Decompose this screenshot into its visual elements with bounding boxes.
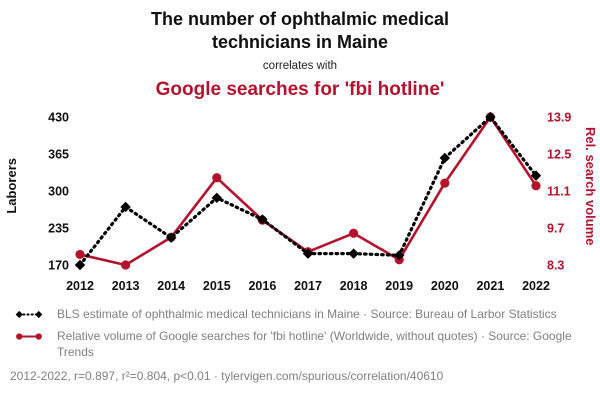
right-tick-label: 9.7 — [547, 222, 564, 236]
x-tick-label: 2012 — [66, 279, 94, 293]
diamond-marker — [348, 248, 359, 259]
circle-marker — [531, 181, 541, 191]
legend-label-searches: Relative volume of Google searches for '… — [57, 328, 572, 359]
black-dotted-diamond-swatch — [15, 310, 43, 319]
diamond-marker — [120, 201, 131, 213]
right-axis-title: Rel. search volume — [583, 126, 598, 246]
left-tick-label: 365 — [48, 148, 69, 162]
x-tick-label: 2014 — [157, 279, 185, 293]
x-tick-label: 2015 — [203, 279, 231, 293]
right-tick-label: 8.3 — [547, 259, 564, 273]
x-tick-label: 2022 — [522, 279, 550, 293]
circle-marker — [440, 178, 450, 188]
stats-footer: 2012-2022, r=0.897, r²=0.804, p<0.01 · t… — [10, 369, 444, 384]
x-tick-label: 2021 — [476, 279, 504, 293]
chart-title: The number of ophthalmic medical technic… — [150, 9, 450, 52]
x-tick-label: 2018 — [340, 279, 368, 293]
circle-marker — [75, 249, 85, 260]
circle-marker — [212, 173, 222, 183]
left-tick-label: 430 — [48, 111, 69, 125]
x-tick-label: 2019 — [385, 279, 413, 293]
right-tick-label: 11.1 — [547, 185, 571, 199]
right-tick-label: 13.9 — [547, 111, 571, 125]
x-tick-label: 2016 — [248, 279, 276, 293]
legend-item-searches: Relative volume of Google searches for '… — [10, 329, 590, 361]
left-tick-label: 170 — [48, 259, 69, 273]
left-axis-title: Laborers — [4, 158, 19, 214]
chart-subtitle: Google searches for 'fbi hotline' — [155, 79, 445, 100]
diamond-marker — [257, 214, 268, 225]
circle-marker — [349, 228, 359, 238]
diamond-marker — [439, 152, 450, 164]
x-tick-label: 2017 — [294, 279, 322, 293]
diamond-marker — [302, 248, 314, 259]
series-line-black-dotted — [78, 114, 538, 267]
diamond-marker — [211, 192, 222, 204]
diamond-marker — [530, 170, 542, 181]
x-tick-label: 2020 — [431, 279, 459, 293]
chart-area: Laborers Rel. search volume 430 365 300 235… — [0, 105, 600, 297]
correlates-with-label: correlates with — [262, 60, 338, 72]
left-tick-label: 235 — [48, 222, 69, 236]
diamond-marker — [485, 111, 496, 123]
circle-marker — [121, 260, 131, 270]
diamond-marker — [394, 250, 405, 261]
red-line-circle-swatch — [16, 333, 42, 340]
diamond-marker — [166, 232, 177, 243]
x-tick-label: 2013 — [112, 279, 140, 293]
legend-item-laborers: BLS estimate of ophthalmic medical techn… — [10, 307, 590, 323]
left-tick-label: 300 — [48, 185, 69, 199]
legend: BLS estimate of ophthalmic medical techn… — [0, 297, 600, 360]
diamond-marker — [74, 259, 86, 271]
right-tick-label: 12.5 — [547, 148, 571, 162]
legend-label-laborers: BLS estimate of ophthalmic medical techn… — [57, 307, 557, 321]
line-chart-svg: 430 365 300 235 170 13.9 12.5 11.1 9.7 8.3 2012 201… — [48, 111, 571, 294]
